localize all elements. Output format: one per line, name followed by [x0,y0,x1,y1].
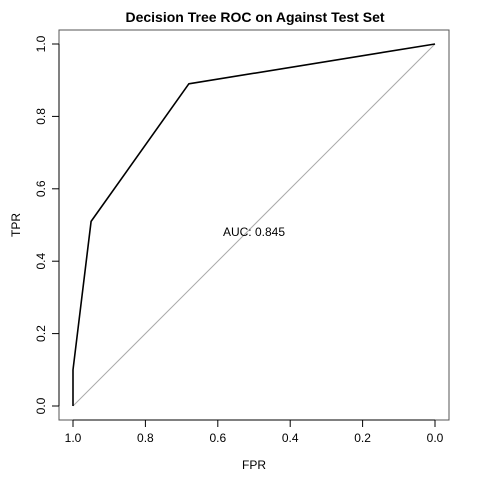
reference-diagonal-line [72,43,436,407]
chart-title: Decision Tree ROC on Against Test Set [125,9,384,25]
x-tick-label: 0.6 [209,431,226,445]
y-tick-label: 0.0 [34,397,48,414]
y-axis-title: TPR [9,213,23,237]
x-tick-label: 0.4 [282,431,299,445]
y-tick-label: 1.0 [34,35,48,52]
x-tick-label: 1.0 [65,431,82,445]
x-tick-label: 0.0 [427,431,444,445]
x-axis-title: FPR [242,458,266,472]
x-tick-label: 0.8 [137,431,154,445]
y-tick-label: 0.6 [34,180,48,197]
y-tick-label: 0.4 [34,253,48,270]
y-tick-label: 0.2 [34,325,48,342]
roc-curve-line [72,43,436,406]
x-tick-label: 0.2 [354,431,371,445]
y-tick-label: 0.8 [34,108,48,125]
auc-annotation: AUC: 0.845 [223,225,285,239]
